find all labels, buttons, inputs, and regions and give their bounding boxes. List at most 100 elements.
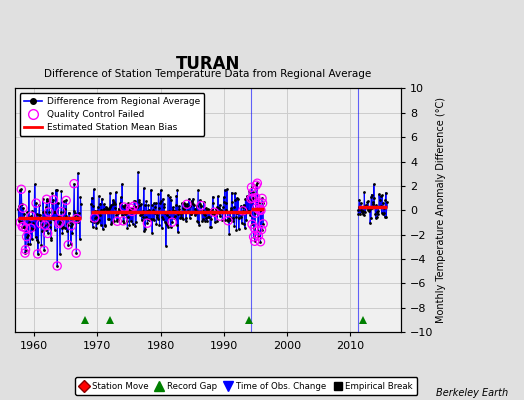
Point <box>56 251 64 258</box>
Point <box>21 250 29 256</box>
Point <box>203 217 211 224</box>
Point <box>167 197 175 203</box>
Point <box>248 221 256 228</box>
Point <box>224 218 232 224</box>
Point <box>209 200 217 206</box>
Point <box>373 214 381 220</box>
Point <box>243 208 252 214</box>
Point <box>56 219 64 225</box>
Point <box>97 206 106 213</box>
Point <box>134 169 142 175</box>
Point <box>214 193 222 199</box>
Point <box>114 217 122 224</box>
Point <box>26 241 35 247</box>
Point <box>37 242 46 248</box>
Point <box>143 208 151 214</box>
Point <box>59 198 68 205</box>
Point <box>177 211 185 217</box>
Point <box>375 197 384 203</box>
Y-axis label: Monthly Temperature Anomaly Difference (°C): Monthly Temperature Anomaly Difference (… <box>436 97 446 323</box>
Point <box>60 209 68 215</box>
Point <box>213 204 222 210</box>
Point <box>215 202 224 208</box>
Point <box>362 204 370 210</box>
Point <box>42 204 50 210</box>
Point <box>90 219 99 226</box>
Point <box>156 187 165 193</box>
Point <box>109 197 117 203</box>
Point <box>155 222 163 228</box>
Point <box>99 226 107 232</box>
Point <box>380 210 388 216</box>
Point <box>197 202 205 209</box>
Point <box>173 222 181 228</box>
Point <box>249 234 258 240</box>
Point <box>194 187 202 194</box>
Point <box>115 206 124 212</box>
Point <box>121 211 129 218</box>
Point <box>137 201 145 207</box>
Point <box>53 263 61 269</box>
Point <box>147 187 155 193</box>
Point <box>110 217 118 224</box>
Point <box>215 205 223 211</box>
Point <box>136 212 145 218</box>
Point <box>148 230 156 236</box>
Point <box>224 218 232 224</box>
Point <box>91 215 99 221</box>
Point <box>227 205 235 212</box>
Point <box>188 198 196 204</box>
Point <box>176 206 184 212</box>
Point <box>379 211 387 217</box>
Point <box>107 202 116 208</box>
Point <box>143 220 151 226</box>
Point <box>175 203 183 209</box>
Point <box>160 201 168 207</box>
Point <box>108 201 117 207</box>
Point <box>223 217 232 224</box>
Point <box>116 209 125 215</box>
Point <box>130 198 139 204</box>
Point <box>364 207 373 214</box>
Point <box>26 214 34 220</box>
Point <box>170 213 179 219</box>
Point <box>106 204 115 210</box>
Point <box>149 216 157 222</box>
Point <box>46 218 54 225</box>
Point <box>127 207 136 214</box>
Point <box>186 203 194 210</box>
Point <box>366 220 374 226</box>
Point <box>27 225 35 231</box>
Point <box>214 210 223 216</box>
Point <box>166 224 174 230</box>
Point <box>47 235 55 242</box>
Point <box>257 226 266 233</box>
Point <box>131 223 139 230</box>
Point <box>223 186 231 192</box>
Point <box>64 242 72 248</box>
Point <box>169 207 177 213</box>
Point <box>33 211 41 218</box>
Point <box>241 196 249 202</box>
Point <box>28 208 37 214</box>
Point <box>210 210 218 217</box>
Point <box>185 215 194 221</box>
Point <box>183 202 192 209</box>
Point <box>187 211 195 218</box>
Point <box>144 216 152 223</box>
Point <box>252 182 260 188</box>
Point <box>208 206 216 212</box>
Point <box>222 207 231 213</box>
Point <box>154 216 162 222</box>
Point <box>363 199 372 205</box>
Point <box>105 216 114 223</box>
Point <box>38 228 46 234</box>
Point <box>96 200 105 207</box>
Point <box>58 230 67 236</box>
Point <box>154 190 162 197</box>
Point <box>259 221 267 227</box>
Point <box>16 219 25 226</box>
Point <box>354 211 363 218</box>
Point <box>216 213 224 219</box>
Point <box>114 210 123 216</box>
